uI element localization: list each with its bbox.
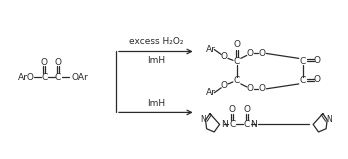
Text: C: C <box>229 120 236 129</box>
Text: O: O <box>221 81 228 90</box>
Text: C: C <box>41 73 47 82</box>
Text: Ar: Ar <box>205 45 215 54</box>
Text: ArO: ArO <box>18 73 35 82</box>
Text: O: O <box>246 84 253 93</box>
Text: O: O <box>314 56 321 65</box>
Text: O: O <box>229 105 236 114</box>
Text: O: O <box>234 40 240 49</box>
Text: O: O <box>41 58 48 67</box>
Text: O: O <box>244 105 251 114</box>
Text: O: O <box>221 52 228 61</box>
Text: C: C <box>234 57 240 66</box>
Text: C: C <box>234 76 240 86</box>
Text: N: N <box>201 115 206 124</box>
Text: O: O <box>246 49 253 58</box>
Text: O: O <box>259 49 266 58</box>
Text: ImH: ImH <box>147 99 165 108</box>
Text: O: O <box>259 84 266 93</box>
Text: OAr: OAr <box>72 73 89 82</box>
Text: C: C <box>244 120 250 129</box>
Text: N: N <box>221 120 228 129</box>
Text: Ar: Ar <box>205 88 215 97</box>
Text: C: C <box>55 73 61 82</box>
Text: ImH: ImH <box>147 56 165 65</box>
Text: N: N <box>326 115 332 124</box>
Text: N: N <box>251 120 258 129</box>
Text: O: O <box>314 76 321 84</box>
Text: C: C <box>300 76 306 86</box>
Text: excess H₂O₂: excess H₂O₂ <box>128 37 183 46</box>
Text: O: O <box>55 58 62 67</box>
Text: C: C <box>300 57 306 66</box>
